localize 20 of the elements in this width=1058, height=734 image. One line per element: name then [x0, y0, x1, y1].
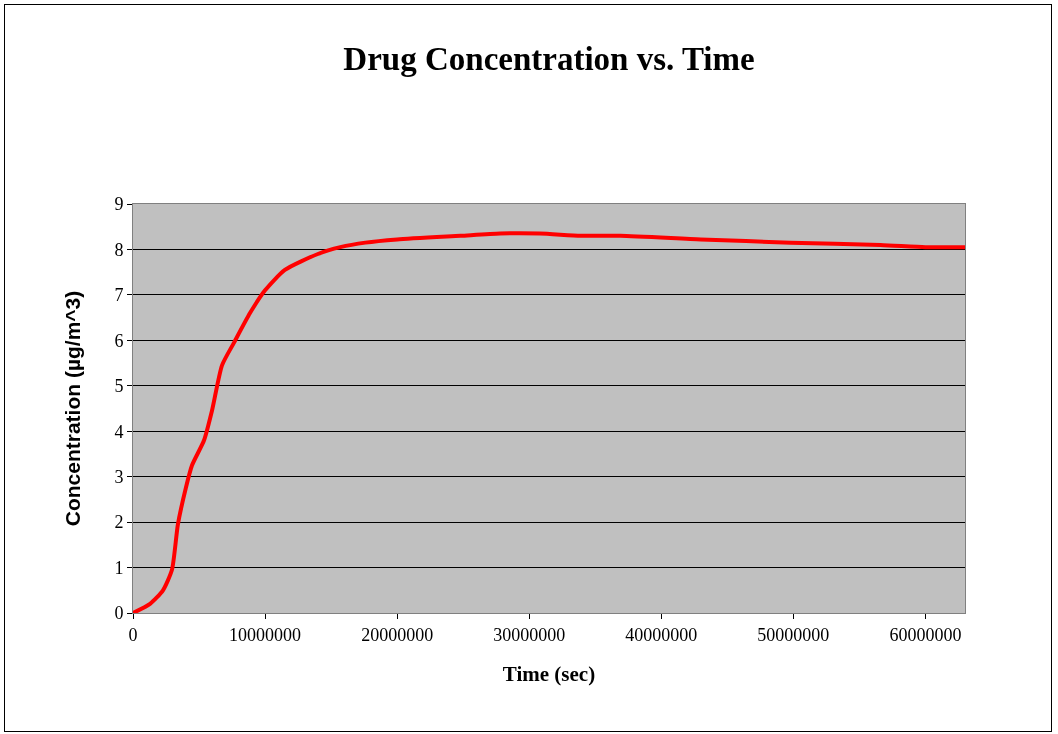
x-tick-label: 60000000: [889, 624, 962, 645]
y-tick-label: 7: [114, 285, 124, 306]
x-tick-label: 50000000: [757, 624, 830, 645]
chart-title: Drug Concentration vs. Time: [343, 41, 755, 78]
y-axis-title: Concentration (µg/m^3): [60, 290, 84, 527]
y-tick-label: 5: [114, 376, 124, 397]
x-tick-label: 20000000: [361, 624, 434, 645]
x-tick-label: 10000000: [229, 624, 302, 645]
x-tick-label: 30000000: [493, 624, 566, 645]
y-tick-label: 8: [114, 239, 124, 260]
y-tick-label: 6: [114, 330, 124, 351]
x-tick-label: 40000000: [625, 624, 698, 645]
x-tick-label: 0: [128, 624, 138, 645]
y-tick-label: 3: [114, 466, 124, 487]
x-axis-title: Time (sec): [502, 661, 596, 686]
y-tick-label: 4: [114, 421, 124, 442]
y-tick-label: 0: [114, 603, 124, 624]
y-tick-label: 9: [114, 194, 124, 215]
y-tick-label: 1: [114, 557, 124, 578]
y-tick-label: 2: [114, 512, 124, 533]
